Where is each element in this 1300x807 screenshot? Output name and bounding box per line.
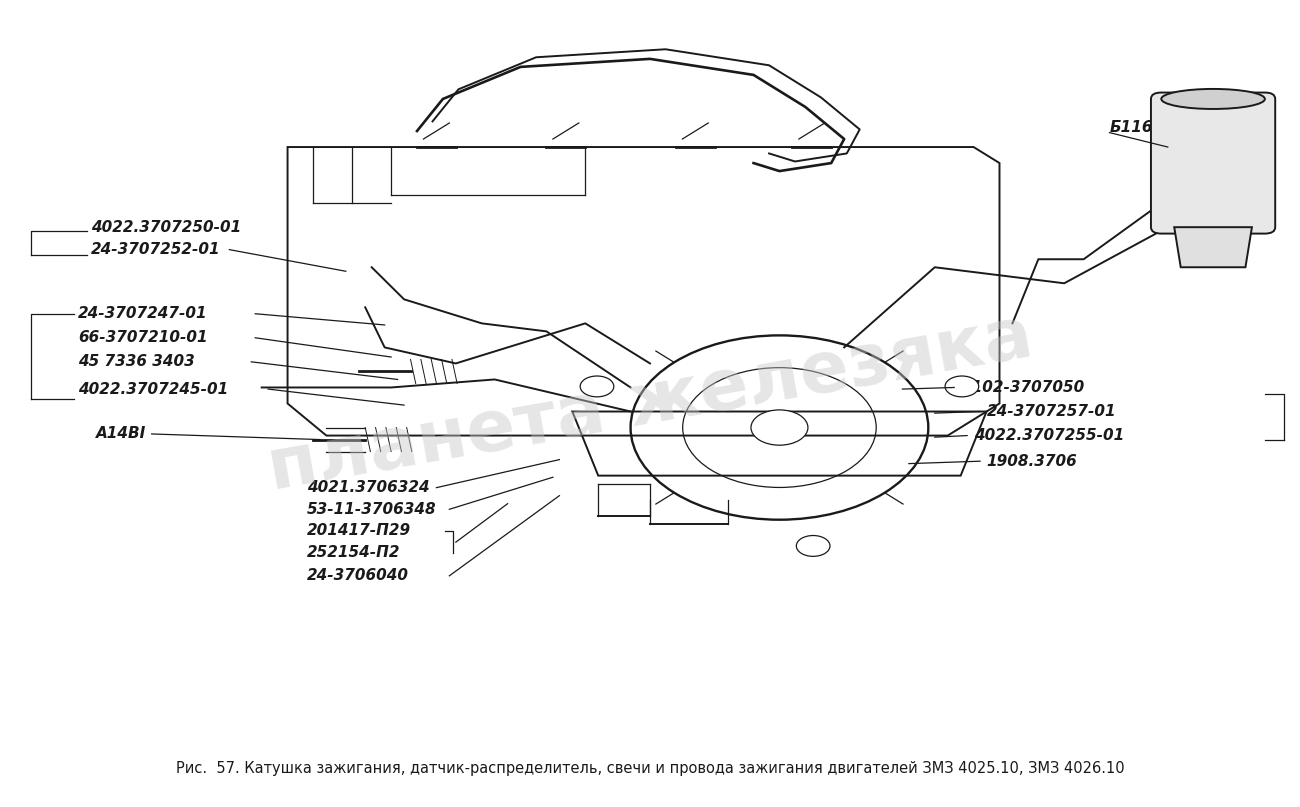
Text: Рис.  57. Катушка зажигания, датчик-распределитель, свечи и провода зажигания дв: Рис. 57. Катушка зажигания, датчик-распр… xyxy=(176,761,1124,776)
Text: 4022.3707245-01: 4022.3707245-01 xyxy=(78,382,228,396)
Text: 24-3707252-01: 24-3707252-01 xyxy=(91,242,221,257)
Text: Б116: Б116 xyxy=(1109,119,1153,135)
Text: 45 7336 3403: 45 7336 3403 xyxy=(78,354,195,370)
Text: 24-3706040: 24-3706040 xyxy=(307,568,410,583)
Text: 4022.3707250-01: 4022.3707250-01 xyxy=(91,220,240,235)
Text: планета железяка: планета железяка xyxy=(263,302,1037,505)
Circle shape xyxy=(945,376,979,397)
Text: 66-3707210-01: 66-3707210-01 xyxy=(78,330,208,345)
Text: 252154-П2: 252154-П2 xyxy=(307,545,400,560)
Ellipse shape xyxy=(1161,89,1265,109)
Circle shape xyxy=(751,410,807,445)
Text: 4021.3706324: 4021.3706324 xyxy=(307,480,429,495)
Polygon shape xyxy=(1174,228,1252,267)
Circle shape xyxy=(797,536,829,556)
Circle shape xyxy=(580,376,614,397)
Text: А14ВI: А14ВI xyxy=(96,426,146,441)
Text: 4022.3707255-01: 4022.3707255-01 xyxy=(974,428,1124,443)
Text: 53-11-3706348: 53-11-3706348 xyxy=(307,502,437,516)
Text: 24-3707257-01: 24-3707257-01 xyxy=(987,404,1117,419)
Text: 1908.3706: 1908.3706 xyxy=(987,454,1078,469)
Text: 201417-П29: 201417-П29 xyxy=(307,524,411,538)
Text: 24-3707247-01: 24-3707247-01 xyxy=(78,306,208,321)
Text: 3102-3707050: 3102-3707050 xyxy=(961,380,1084,395)
FancyBboxPatch shape xyxy=(1150,93,1275,233)
